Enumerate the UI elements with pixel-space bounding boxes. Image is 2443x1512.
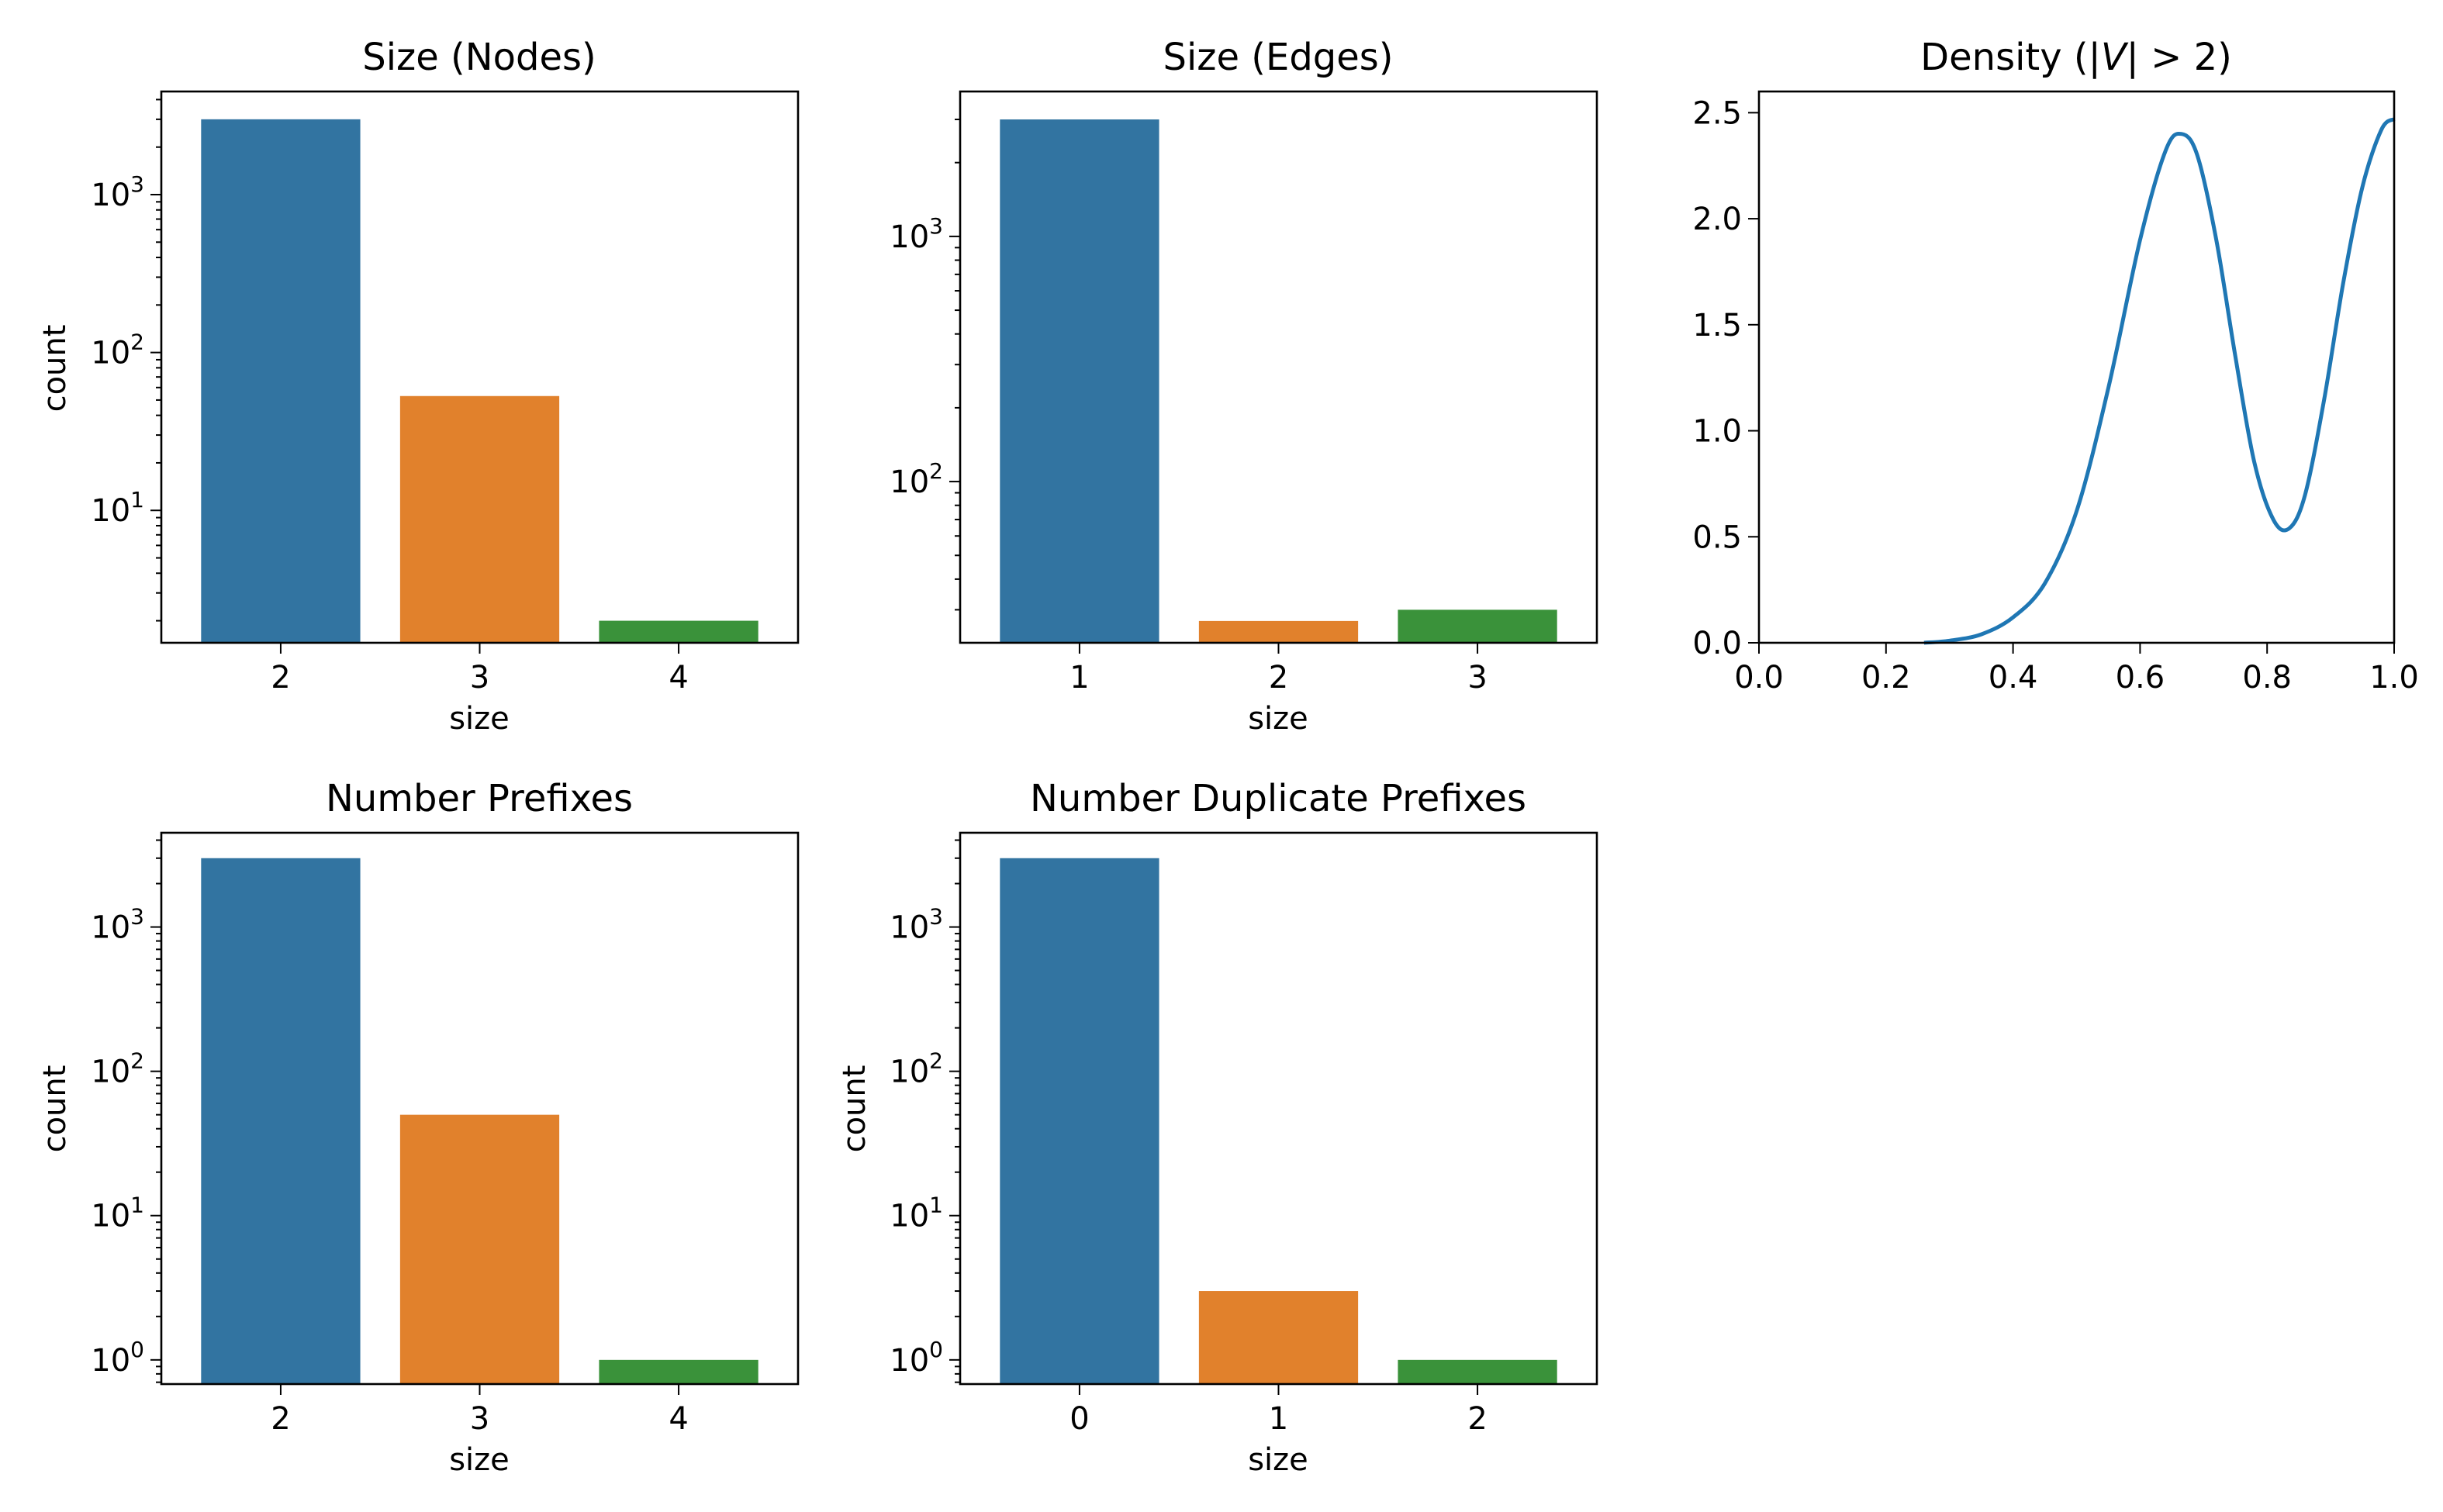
xtick-label: 0.0 xyxy=(1734,660,1784,696)
panel-size-edges-yticks: 102 103 xyxy=(890,119,960,611)
panel-number-prefixes-frame xyxy=(160,831,800,1386)
panel-number-duplicate-prefixes-xlabel: size xyxy=(1248,1442,1308,1478)
ytick-label: 102 xyxy=(890,1048,943,1090)
xtick-label: 0.2 xyxy=(1861,660,1911,696)
density-curve xyxy=(1923,117,2396,645)
panel-size-nodes-xticks: 2 3 4 xyxy=(271,643,689,696)
panel-size-edges-xlabel: size xyxy=(1248,701,1308,737)
panel-size-nodes-bars xyxy=(201,119,758,643)
panel-density-yticks: 0.0 0.5 1.0 1.5 2.0 2.5 xyxy=(1692,95,1759,661)
ytick-label: 100 xyxy=(890,1337,943,1379)
panel-size-nodes-ylabel: count xyxy=(37,325,73,413)
ytick-label: 1.0 xyxy=(1692,414,1742,450)
ytick-label: 101 xyxy=(91,1193,144,1234)
panel-size-nodes-frame xyxy=(160,90,800,644)
ytick-label: 103 xyxy=(91,904,144,946)
ytick-label: 102 xyxy=(91,330,144,371)
panel-number-duplicate-prefixes-ylabel: count xyxy=(837,1065,872,1153)
ytick-label: 2.5 xyxy=(1692,95,1742,131)
ytick-label: 2.0 xyxy=(1692,202,1742,237)
panel-density-title: Density (|V| > 2) xyxy=(1920,36,2232,79)
ytick-label: 101 xyxy=(91,487,144,529)
xtick-label: 4 xyxy=(669,1401,688,1437)
xtick-label: 2 xyxy=(1269,660,1288,696)
xtick-label: 2 xyxy=(1467,1401,1487,1437)
bar-size-nodes-3 xyxy=(399,395,560,643)
xtick-label: 2 xyxy=(271,1401,290,1437)
xtick-label: 3 xyxy=(470,1401,489,1437)
xtick-label: 3 xyxy=(470,660,489,696)
ytick-label: 101 xyxy=(890,1193,943,1234)
panel-density-title-part3: | > 2) xyxy=(2127,36,2232,79)
ytick-label: 0.0 xyxy=(1692,626,1742,661)
panel-number-duplicate-prefixes: Number Duplicate Prefixes size count 0 1 2… xyxy=(837,777,1598,1478)
xtick-label: 1 xyxy=(1269,1401,1288,1437)
xtick-label: 2 xyxy=(271,660,290,696)
panel-density: Density (|V| > 2) 0.0 0.2 0.4 0.6 0.8 1.0 0.0… xyxy=(1692,36,2418,696)
bar-size-nodes-2 xyxy=(201,119,361,643)
panel-number-prefixes-xlabel: size xyxy=(449,1442,510,1478)
panel-number-duplicate-prefixes-yticks: 100 101 102 103 xyxy=(890,839,960,1383)
ytick-label: 0.5 xyxy=(1692,520,1742,555)
bar-number-duplicate-prefixes-0 xyxy=(1000,858,1159,1384)
panel-number-prefixes-yticks: 100 101 102 103 xyxy=(91,839,161,1383)
xtick-label: 0.8 xyxy=(2242,660,2292,696)
panel-number-duplicate-prefixes-xticks: 0 1 2 xyxy=(1069,1384,1488,1437)
panel-size-nodes-xlabel: size xyxy=(449,701,510,737)
panel-size-edges-xticks: 1 2 3 xyxy=(1069,643,1488,696)
panel-density-title-part1: Density (| xyxy=(1920,36,2101,79)
panel-number-prefixes-bars xyxy=(201,858,758,1384)
panel-number-duplicate-prefixes-title: Number Duplicate Prefixes xyxy=(1030,777,1526,820)
bar-number-prefixes-4 xyxy=(599,1359,758,1384)
panel-density-frame xyxy=(1757,90,2396,644)
bar-size-edges-1 xyxy=(1000,119,1159,644)
panel-size-edges-frame xyxy=(959,90,1598,644)
xtick-label: 1 xyxy=(1069,660,1089,696)
panel-size-nodes: Size (Nodes) size count 2 3 4 101 102 103 xyxy=(37,36,800,737)
bar-number-prefixes-3 xyxy=(399,1114,560,1384)
xtick-label: 1.0 xyxy=(2369,660,2419,696)
panel-size-nodes-title: Size (Nodes) xyxy=(362,36,596,79)
panel-density-title-part2: V xyxy=(2101,36,2129,79)
ytick-label: 103 xyxy=(890,904,943,946)
panel-size-edges-title: Size (Edges) xyxy=(1163,36,1393,79)
panel-number-prefixes-ylabel: count xyxy=(37,1065,73,1153)
xtick-label: 4 xyxy=(669,660,688,696)
ytick-label: 100 xyxy=(91,1337,144,1379)
bar-size-nodes-4 xyxy=(599,620,758,643)
bar-number-duplicate-prefixes-1 xyxy=(1198,1291,1359,1384)
bar-size-edges-3 xyxy=(1398,609,1557,643)
bar-number-duplicate-prefixes-2 xyxy=(1398,1359,1557,1384)
panel-density-xticks: 0.0 0.2 0.4 0.6 0.8 1.0 xyxy=(1734,643,2419,696)
bar-number-prefixes-2 xyxy=(201,858,361,1384)
xtick-label: 3 xyxy=(1467,660,1487,696)
ytick-label: 103 xyxy=(890,213,943,255)
panel-number-prefixes-xticks: 2 3 4 xyxy=(271,1384,689,1437)
xtick-label: 0.6 xyxy=(2116,660,2165,696)
panel-number-prefixes-title: Number Prefixes xyxy=(326,777,633,820)
ytick-label: 1.5 xyxy=(1692,308,1742,343)
ytick-label: 102 xyxy=(91,1048,144,1090)
panel-size-nodes-yticks: 101 102 103 xyxy=(91,98,161,622)
panel-number-prefixes: Number Prefixes size count 2 3 4 100 101 102… xyxy=(37,777,800,1478)
panel-size-edges: Size (Edges) size 1 2 3 102 103 xyxy=(890,36,1598,737)
bar-size-edges-2 xyxy=(1198,620,1359,643)
xtick-label: 0.4 xyxy=(1989,660,2038,696)
ytick-label: 102 xyxy=(890,458,943,500)
panel-number-duplicate-prefixes-bars xyxy=(1000,858,1557,1384)
panel-size-edges-bars xyxy=(1000,119,1557,644)
xtick-label: 0 xyxy=(1069,1401,1089,1437)
panel-number-duplicate-prefixes-frame xyxy=(959,831,1598,1386)
ytick-label: 103 xyxy=(91,171,144,213)
